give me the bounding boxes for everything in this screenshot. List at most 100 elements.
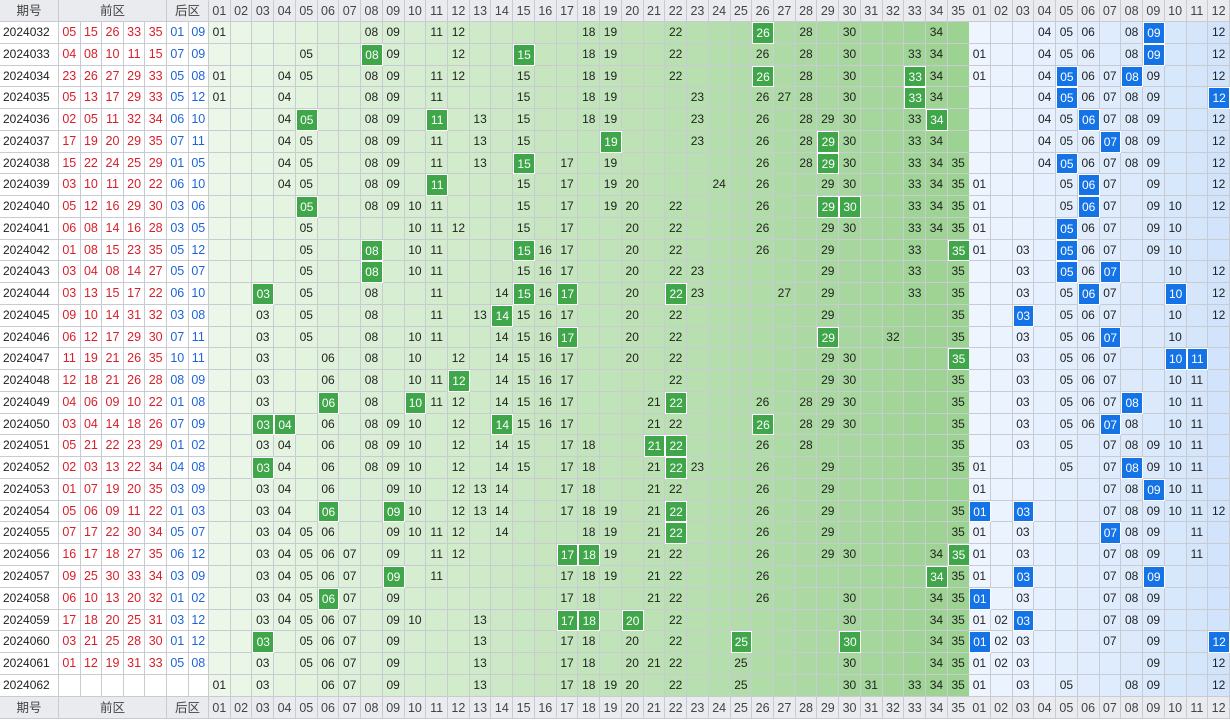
- front-trend-cell: [230, 413, 253, 436]
- front-trend-cell: [795, 522, 818, 545]
- back-trend-cell: 08: [1121, 109, 1143, 131]
- back-trend-cell: [1208, 370, 1230, 392]
- front-trend-cell: 28: [795, 65, 818, 88]
- front-trend-cell: 08: [361, 391, 383, 414]
- back-ball: 03: [167, 196, 189, 218]
- front-trend-cell: 30: [839, 87, 861, 110]
- back-col-header: 03: [1012, 0, 1035, 22]
- back-trend-cell: [1208, 217, 1230, 240]
- front-ball: 03: [59, 174, 81, 197]
- back-ball: 02: [188, 435, 209, 458]
- front-trend-cell: [687, 500, 709, 523]
- back-trend-cell: [1034, 283, 1056, 305]
- front-col-header: 29: [817, 0, 840, 22]
- front-trend-cell: [621, 457, 644, 479]
- back-trend-cell: 10: [1164, 326, 1187, 349]
- front-trend-cell: 27: [773, 283, 796, 305]
- front-col-header: 25: [730, 0, 753, 22]
- back-trend-cell: 06: [1077, 22, 1100, 44]
- back-trend-cell: [1186, 152, 1209, 175]
- front-trend-cell: [339, 522, 362, 545]
- front-hit-cell: 22: [665, 391, 688, 414]
- back-trend-cell: [1012, 87, 1035, 110]
- back-col-header-footer: 04: [1034, 696, 1056, 719]
- front-trend-cell: 18: [578, 22, 601, 44]
- front-trend-cell: [513, 653, 535, 675]
- front-trend-cell: 13: [469, 109, 492, 131]
- back-trend-cell: [1077, 457, 1100, 479]
- front-trend-cell: 22: [665, 653, 688, 675]
- issue-number: 2024055: [0, 522, 59, 545]
- front-trend-cell: 09: [382, 544, 405, 566]
- front-trend-cell: 09: [382, 609, 405, 632]
- front-trend-cell: [904, 631, 927, 654]
- front-trend-cell: [621, 478, 644, 501]
- back-trend-cell: 09: [1143, 174, 1165, 197]
- back-trend-cell: [990, 587, 1013, 610]
- back-trend-cell: [969, 130, 991, 153]
- back-ball: 09: [188, 22, 209, 44]
- back-trend-cell: 08: [1121, 500, 1143, 523]
- front-trend-cell: 22: [665, 22, 688, 44]
- front-trend-cell: [491, 22, 514, 44]
- back-col-header-footer: 01: [969, 696, 991, 719]
- front-trend-cell: [839, 435, 861, 458]
- front-trend-cell: [795, 261, 818, 284]
- back-trend-cell: 07: [1099, 631, 1122, 654]
- front-trend-cell: [817, 87, 840, 110]
- front-trend-cell: [730, 566, 753, 588]
- front-ball: [123, 674, 146, 697]
- front-trend-cell: [860, 152, 883, 175]
- front-trend-cell: [339, 478, 362, 501]
- back-trend-cell: 01: [969, 653, 991, 675]
- front-ball: 35: [145, 239, 167, 262]
- front-hit-cell: 06: [317, 500, 340, 523]
- back-hit-cell: 07: [1099, 522, 1122, 545]
- front-trend-cell: [382, 304, 405, 327]
- front-trend-cell: 16: [534, 304, 557, 327]
- front-ball: 34: [145, 109, 167, 131]
- front-trend-cell: 04: [274, 587, 296, 610]
- front-col-header: 24: [708, 0, 731, 22]
- issue-number: 2024059: [0, 609, 59, 632]
- front-ball: 05: [59, 500, 81, 523]
- back-trend-cell: [969, 283, 991, 305]
- back-hit-cell: 08: [1121, 457, 1143, 479]
- front-trend-cell: 15: [513, 87, 535, 110]
- front-trend-cell: [448, 587, 470, 610]
- front-trend-cell: [317, 130, 340, 153]
- front-trend-cell: [317, 87, 340, 110]
- back-trend-cell: [1077, 544, 1100, 566]
- front-trend-cell: 04: [274, 478, 296, 501]
- back-trend-cell: 03: [1012, 522, 1035, 545]
- front-trend-cell: 26: [752, 87, 774, 110]
- front-trend-cell: [882, 22, 905, 44]
- back-trend-cell: 07: [1099, 217, 1122, 240]
- front-ball: 10: [80, 174, 103, 197]
- issue-number: 2024057: [0, 566, 59, 588]
- front-ball: 01: [59, 478, 81, 501]
- front-hit-cell: 33: [904, 87, 927, 110]
- front-trend-cell: [491, 109, 514, 131]
- front-col-header: 28: [795, 0, 818, 22]
- back-trend-cell: 05: [1056, 109, 1078, 131]
- front-trend-cell: 29: [817, 261, 840, 284]
- front-trend-cell: 20: [621, 674, 644, 697]
- front-hit-cell: 22: [665, 457, 688, 479]
- back-trend-cell: 08: [1121, 435, 1143, 458]
- front-trend-cell: 21: [643, 587, 666, 610]
- back-ball: 11: [188, 348, 209, 371]
- front-trend-cell: 23: [687, 130, 709, 153]
- back-trend-cell: 12: [1208, 109, 1230, 131]
- front-trend-cell: 26: [752, 478, 774, 501]
- front-trend-cell: 07: [339, 631, 362, 654]
- back-ball: 12: [188, 87, 209, 110]
- front-trend-cell: 35: [947, 326, 970, 349]
- front-trend-cell: [600, 217, 622, 240]
- front-trend-cell: [230, 130, 253, 153]
- front-col-header: 07: [339, 0, 362, 22]
- front-trend-cell: [469, 283, 492, 305]
- front-trend-cell: 13: [469, 653, 492, 675]
- front-ball: 34: [145, 566, 167, 588]
- back-ball: 08: [188, 304, 209, 327]
